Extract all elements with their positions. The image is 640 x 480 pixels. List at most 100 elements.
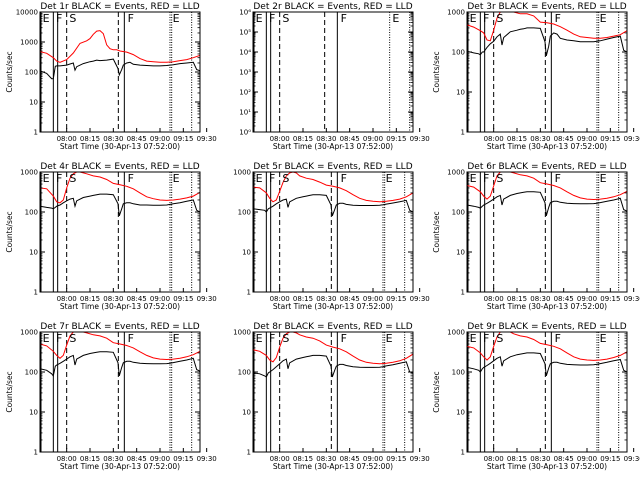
plot-frame xyxy=(466,11,628,133)
plot-frame xyxy=(39,171,201,293)
y-tick-label: 1000 xyxy=(447,169,465,177)
interval-marker-S: S xyxy=(69,332,76,345)
interval-marker-E: E xyxy=(470,332,477,345)
y-tick-label: 10² xyxy=(239,89,251,97)
x-tick-label: 08:15 xyxy=(80,135,100,143)
interval-marker-F: F xyxy=(56,12,62,25)
x-tick-label: 09:00 xyxy=(150,135,170,143)
x-tick-label: 08:00 xyxy=(484,135,504,143)
chart-title: Det 5r BLACK = Events, RED = LLD xyxy=(253,162,412,172)
x-tick-label: 08:30 xyxy=(103,295,123,303)
x-tick-label: 09:15 xyxy=(386,455,406,463)
lld-series-line xyxy=(467,332,627,361)
interval-marker-F: F xyxy=(269,12,275,25)
y-tick-label: 10 xyxy=(242,409,251,417)
interval-marker-S: S xyxy=(496,332,503,345)
x-tick-label: 08:00 xyxy=(270,455,290,463)
interval-marker-F: F xyxy=(56,332,62,345)
interval-marker-S: S xyxy=(496,12,503,25)
lld-series-line xyxy=(40,332,200,361)
interval-marker-F: F xyxy=(483,12,489,25)
interval-marker-E: E xyxy=(600,12,607,25)
x-tick-label: 09:15 xyxy=(386,135,406,143)
x-tick-label: 09:00 xyxy=(363,135,383,143)
events-series-line xyxy=(253,354,413,378)
x-tick-label: 09:00 xyxy=(363,295,383,303)
x-tick-label: 09:30 xyxy=(624,135,640,143)
lld-series-line xyxy=(253,332,413,365)
x-axis-label: Start Time (30-Apr-13 07:52:00) xyxy=(487,142,607,151)
y-tick-label: 100 xyxy=(25,69,38,77)
x-tick-label: 09:15 xyxy=(173,135,193,143)
interval-marker-E: E xyxy=(470,12,477,25)
y-tick-label: 10⁶ xyxy=(239,9,251,17)
x-tick-label: 09:00 xyxy=(150,455,170,463)
interval-marker-F: F xyxy=(555,12,561,25)
y-tick-label: 10⁴ xyxy=(239,49,251,57)
x-tick-label: 09:30 xyxy=(624,455,640,463)
plot-frame xyxy=(252,331,414,453)
y-tick-label: 1000 xyxy=(447,9,465,17)
events-series-line xyxy=(40,193,200,217)
y-tick-label: 1000 xyxy=(447,329,465,337)
x-tick-label: 08:30 xyxy=(530,135,550,143)
chart-title: Det 1r BLACK = Events, RED = LLD xyxy=(40,2,199,12)
x-tick-label: 08:45 xyxy=(127,455,147,463)
y-tick-label: 1 xyxy=(34,129,38,137)
interval-marker-F: F xyxy=(269,332,275,345)
x-tick-label: 08:00 xyxy=(270,295,290,303)
interval-marker-F: F xyxy=(341,12,347,25)
x-tick-label: 08:30 xyxy=(530,455,550,463)
interval-marker-F: F xyxy=(555,332,561,345)
y-tick-label: 1000 xyxy=(20,329,38,337)
interval-marker-F: F xyxy=(483,172,489,185)
events-series-line xyxy=(467,352,627,377)
events-series-line xyxy=(40,351,200,378)
y-tick-label: 10³ xyxy=(239,69,251,77)
x-tick-label: 09:30 xyxy=(624,295,640,303)
x-tick-label: 09:30 xyxy=(410,135,430,143)
x-tick-label: 09:00 xyxy=(577,135,597,143)
interval-marker-S: S xyxy=(282,12,289,25)
lld-series-line xyxy=(467,12,627,42)
x-tick-label: 08:45 xyxy=(127,295,147,303)
x-tick-label: 09:30 xyxy=(410,455,430,463)
interval-marker-E: E xyxy=(43,12,50,25)
x-tick-label: 08:30 xyxy=(316,295,336,303)
interval-marker-E: E xyxy=(470,172,477,185)
x-tick-label: 08:45 xyxy=(554,135,574,143)
x-tick-label: 08:30 xyxy=(103,135,123,143)
x-tick-label: 08:30 xyxy=(316,455,336,463)
interval-marker-E: E xyxy=(386,332,393,345)
y-tick-label: 100 xyxy=(238,369,251,377)
interval-marker-S: S xyxy=(69,172,76,185)
x-axis-label: Start Time (30-Apr-13 07:52:00) xyxy=(273,142,393,151)
x-tick-label: 08:45 xyxy=(340,135,360,143)
y-tick-label: 10 xyxy=(456,409,465,417)
y-tick-label: 100 xyxy=(25,369,38,377)
chart-title: Det 2r BLACK = Events, RED = LLD xyxy=(253,2,412,12)
interval-marker-F: F xyxy=(341,332,347,345)
x-tick-label: 08:00 xyxy=(270,135,290,143)
interval-marker-E: E xyxy=(173,172,180,185)
interval-marker-E: E xyxy=(386,172,393,185)
x-tick-label: 08:45 xyxy=(554,295,574,303)
interval-marker-E: E xyxy=(173,12,180,25)
x-tick-label: 09:15 xyxy=(386,295,406,303)
interval-marker-F: F xyxy=(128,12,134,25)
x-tick-label: 08:15 xyxy=(293,135,313,143)
events-series-line xyxy=(253,194,413,217)
y-tick-label: 1 xyxy=(461,449,465,457)
interval-marker-E: E xyxy=(256,172,263,185)
plot-frame xyxy=(252,11,414,133)
interval-marker-F: F xyxy=(341,172,347,185)
chart-title: Det 7r BLACK = Events, RED = LLD xyxy=(40,322,199,332)
x-tick-label: 09:00 xyxy=(577,455,597,463)
